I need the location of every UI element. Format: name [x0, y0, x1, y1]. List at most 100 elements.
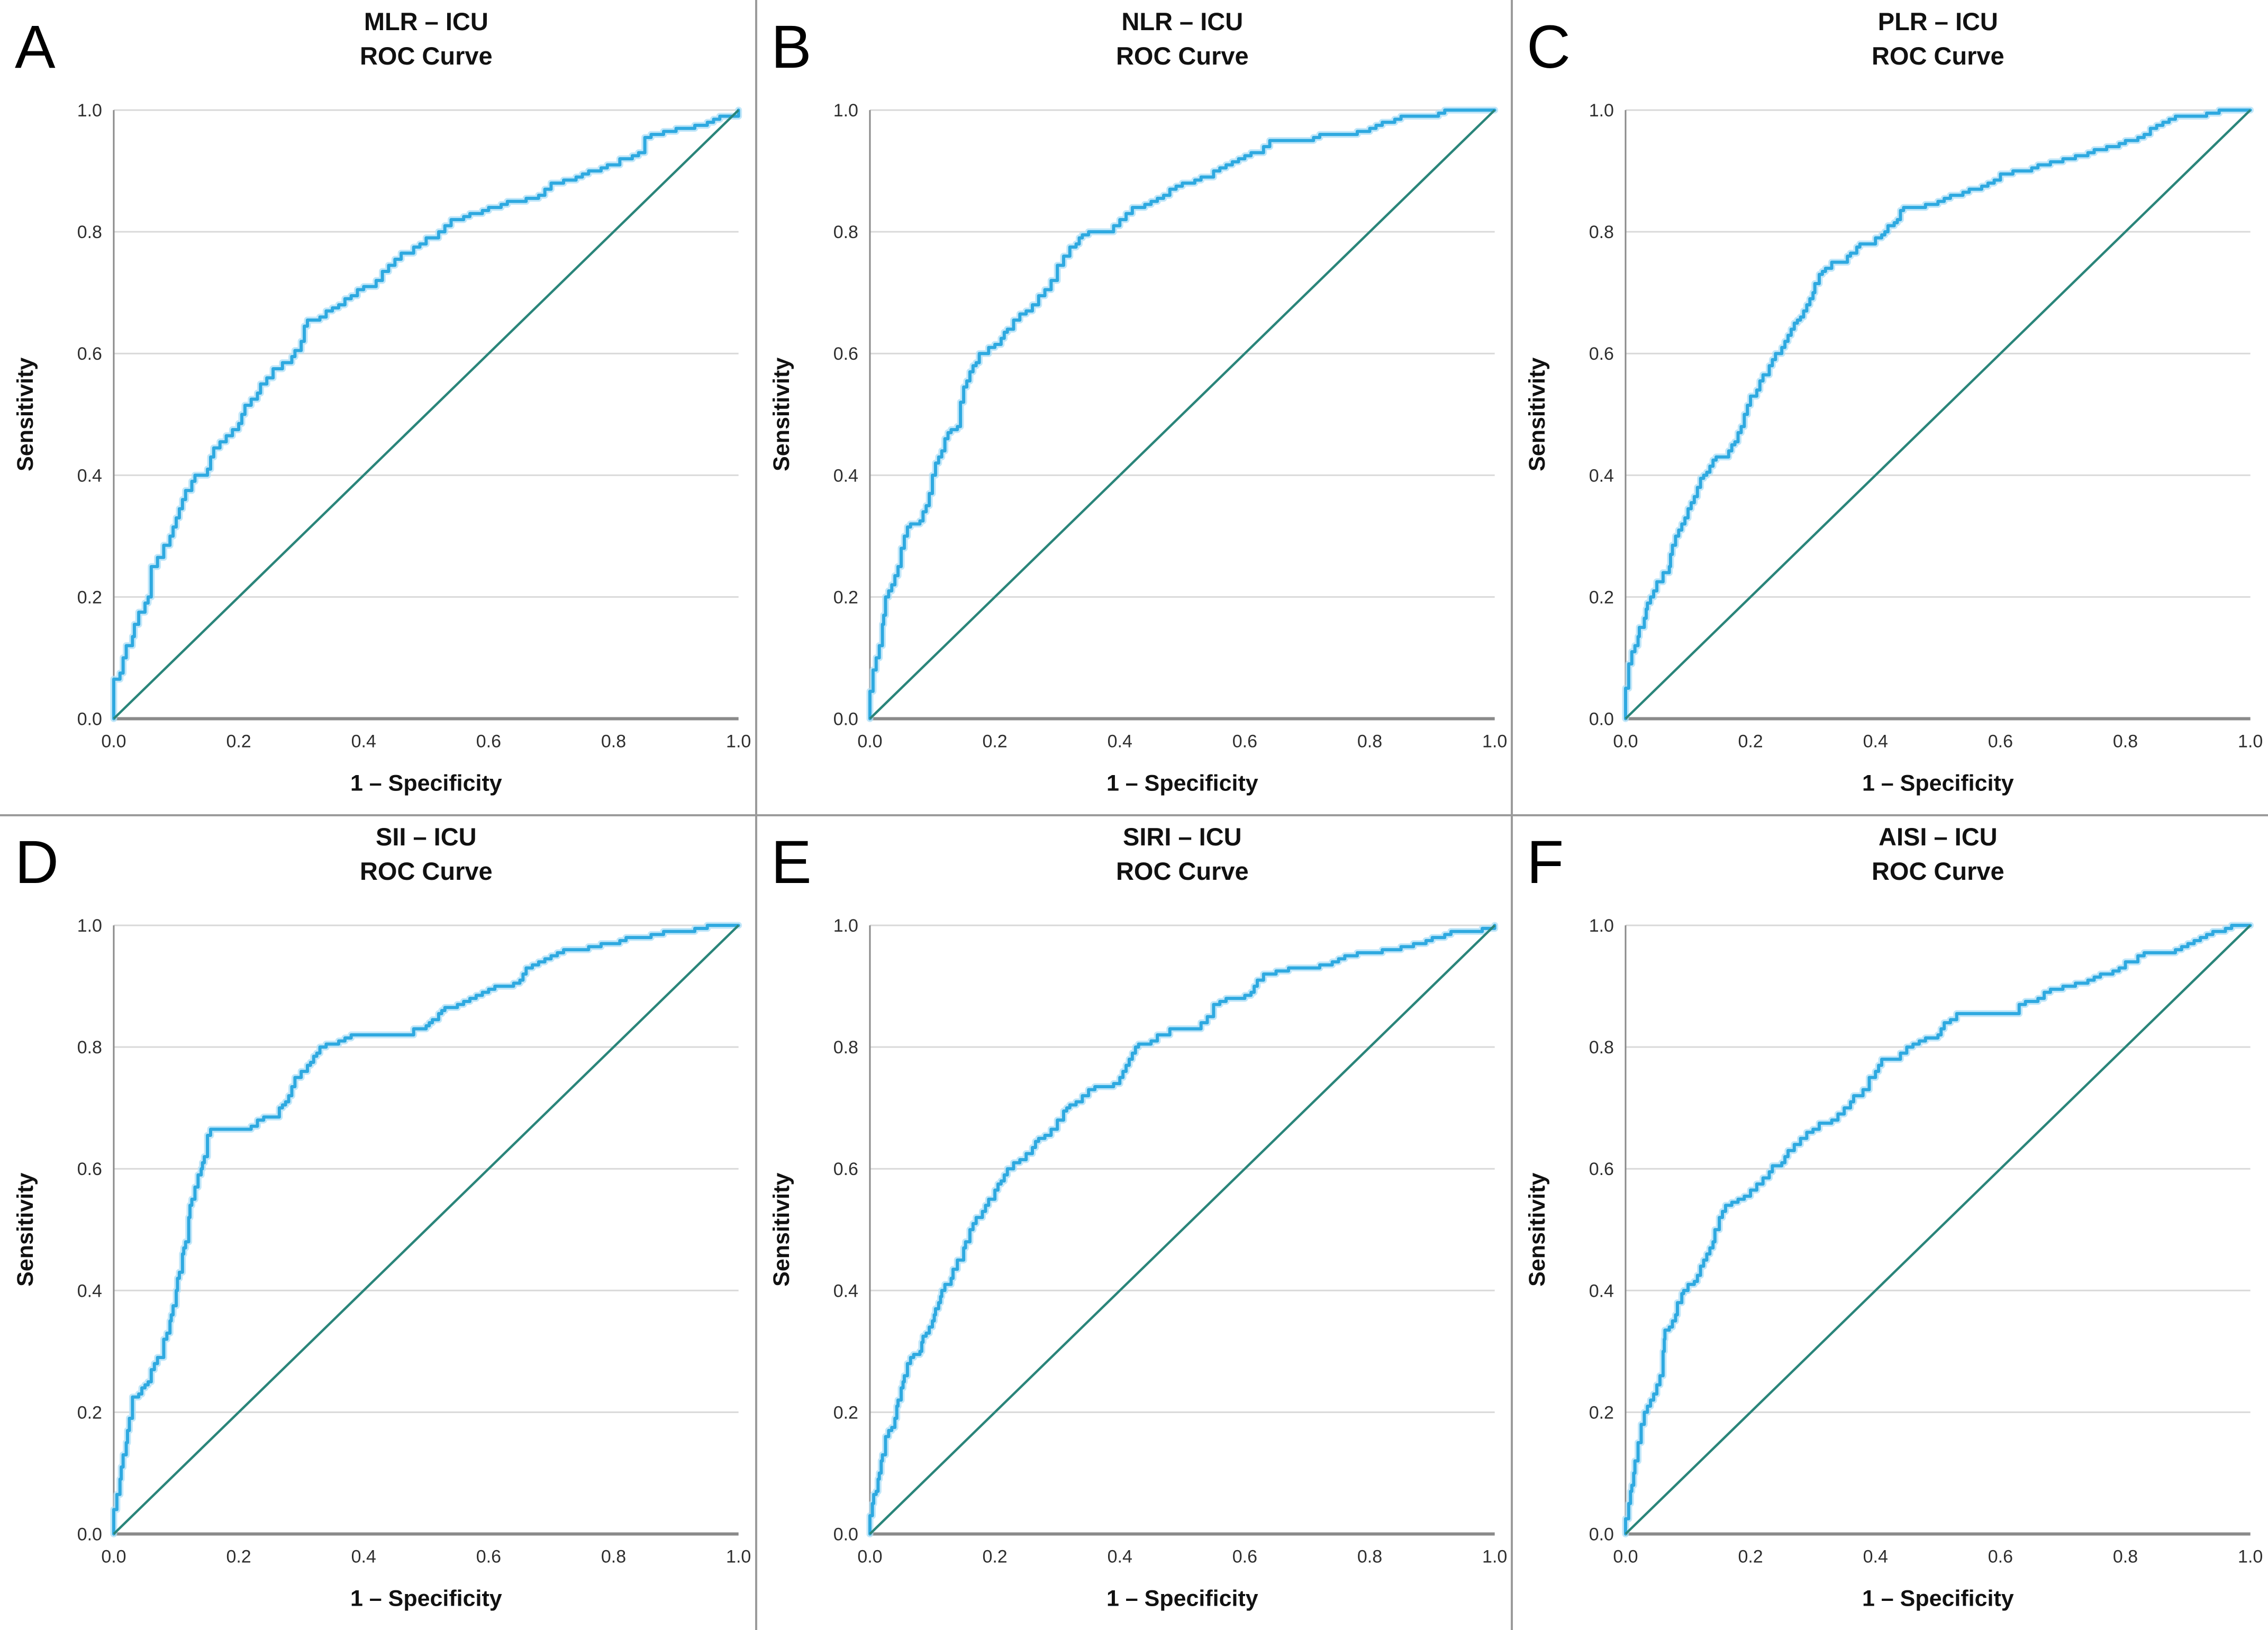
chart-subtitle: ROC Curve	[1872, 42, 2004, 70]
panel-letter: B	[771, 13, 812, 81]
y-axis-label: Sensitivity	[769, 1172, 794, 1286]
x-tick-label: 1.0	[726, 731, 751, 751]
x-tick-label: 0.4	[1107, 731, 1132, 751]
roc-panel-F: 0.0 0.2 0.4 0.6 0.8 1.0 0.0 0.2 0.4 0.6 0.8 1.0 AISI…	[1512, 815, 2268, 1630]
x-tick-label: 1.0	[2238, 1546, 2263, 1567]
x-tick-label: 0.6	[1988, 731, 2013, 751]
x-tick-label: 0.0	[1613, 731, 1638, 751]
roc-panel-B: 0.0 0.2 0.4 0.6 0.8 1.0 0.0 0.2 0.4 0.6 0.8 1.0 NLR …	[756, 0, 1512, 815]
y-tick-label: 0.8	[77, 1037, 102, 1058]
roc-plot: 0.0 0.2 0.4 0.6 0.8 1.0 0.0 0.2 0.4 0.6 0.8 1.0 MLR …	[13, 7, 751, 796]
reference-line	[869, 924, 1495, 1535]
x-tick-label: 0.4	[1107, 1546, 1132, 1567]
y-axis-label: Sensitivity	[13, 358, 38, 471]
y-axis-label: Sensitivity	[13, 1172, 38, 1286]
x-tick-label: 0.8	[601, 731, 626, 751]
panel-letter: F	[1527, 828, 1564, 896]
y-tick-label: 0.6	[833, 1159, 858, 1179]
x-tick-label: 0.4	[1863, 731, 1888, 751]
x-tick-label: 0.6	[1232, 1546, 1257, 1567]
roc-curve	[1624, 108, 2252, 721]
reference-line	[1625, 109, 2252, 720]
roc-panel-E: 0.0 0.2 0.4 0.6 0.8 1.0 0.0 0.2 0.4 0.6 0.8 1.0 SIRI…	[756, 815, 1512, 1630]
chart-title: MLR – ICU	[364, 7, 488, 35]
x-tick-label: 0.2	[1738, 731, 1763, 751]
x-tick-label: 0.2	[1738, 1546, 1763, 1567]
y-tick-label: 0.8	[77, 222, 102, 242]
y-tick-label: 0.6	[77, 1159, 102, 1179]
y-tick-label: 0.6	[1589, 344, 1614, 364]
x-axis-label: 1 – Specificity	[1106, 770, 1258, 796]
y-tick-label: 0.4	[77, 466, 102, 486]
chart-title: SIRI – ICU	[1123, 823, 1242, 851]
chart-subtitle: ROC Curve	[1116, 857, 1249, 885]
x-axis-label: 1 – Specificity	[350, 1586, 502, 1611]
x-axis-label: 1 – Specificity	[350, 770, 502, 796]
chart-subtitle: ROC Curve	[360, 857, 493, 885]
y-tick-label: 1.0	[833, 916, 858, 936]
x-tick-label: 0.8	[1357, 731, 1382, 751]
panel-letter: C	[1527, 13, 1571, 81]
x-tick-label: 0.4	[351, 731, 376, 751]
y-tick-label: 1.0	[1589, 101, 1614, 121]
y-tick-label: 0.0	[77, 1524, 102, 1544]
x-tick-label: 0.6	[476, 731, 501, 751]
y-tick-label: 1.0	[77, 101, 102, 121]
roc-plot: 0.0 0.2 0.4 0.6 0.8 1.0 0.0 0.2 0.4 0.6 0.8 1.0 PLR …	[1525, 7, 2263, 796]
x-tick-label: 0.6	[476, 1546, 501, 1567]
y-tick-label: 0.4	[1589, 1281, 1614, 1301]
roc-curve	[868, 108, 1496, 721]
y-tick-label: 0.6	[77, 344, 102, 364]
chart-subtitle: ROC Curve	[1116, 42, 1249, 70]
y-tick-label: 0.2	[1589, 1403, 1614, 1423]
x-tick-label: 0.0	[101, 1546, 126, 1567]
y-tick-label: 0.2	[1589, 587, 1614, 607]
y-tick-label: 0.4	[833, 1281, 858, 1301]
roc-panel-A: 0.0 0.2 0.4 0.6 0.8 1.0 0.0 0.2 0.4 0.6 0.8 1.0 MLR …	[0, 0, 756, 815]
y-tick-label: 0.8	[833, 1037, 858, 1058]
x-axis-label: 1 – Specificity	[1862, 770, 2014, 796]
roc-curve	[868, 923, 1496, 1535]
roc-panel-D: 0.0 0.2 0.4 0.6 0.8 1.0 0.0 0.2 0.4 0.6 0.8 1.0 SII …	[0, 815, 756, 1630]
y-tick-label: 0.2	[77, 1403, 102, 1423]
x-tick-label: 1.0	[2238, 731, 2263, 751]
x-tick-label: 0.2	[226, 1546, 251, 1567]
chart-title: AISI – ICU	[1879, 823, 1998, 851]
x-tick-label: 0.8	[601, 1546, 626, 1567]
x-tick-label: 0.6	[1232, 731, 1257, 751]
x-tick-label: 0.4	[1863, 1546, 1888, 1567]
x-tick-label: 0.8	[1357, 1546, 1382, 1567]
reference-line	[1625, 924, 2252, 1535]
roc-curve	[112, 108, 740, 721]
x-tick-label: 0.0	[101, 731, 126, 751]
roc-curve	[1624, 923, 2252, 1535]
chart-subtitle: ROC Curve	[1872, 857, 2004, 885]
roc-plot: 0.0 0.2 0.4 0.6 0.8 1.0 0.0 0.2 0.4 0.6 0.8 1.0 SII …	[13, 823, 751, 1611]
roc-plot: 0.0 0.2 0.4 0.6 0.8 1.0 0.0 0.2 0.4 0.6 0.8 1.0 AISI…	[1525, 823, 2263, 1611]
x-tick-label: 0.4	[351, 1546, 376, 1567]
y-axis-label: Sensitivity	[1525, 1172, 1550, 1286]
y-axis-label: Sensitivity	[1525, 358, 1550, 471]
y-tick-label: 0.0	[833, 1524, 858, 1544]
y-tick-label: 0.2	[77, 587, 102, 607]
y-tick-label: 1.0	[833, 101, 858, 121]
x-tick-label: 0.0	[857, 731, 882, 751]
y-tick-label: 1.0	[1589, 916, 1614, 936]
x-tick-label: 0.2	[226, 731, 251, 751]
x-tick-label: 0.6	[1988, 1546, 2013, 1567]
x-tick-label: 0.0	[857, 1546, 882, 1567]
panel-letter: D	[15, 828, 59, 896]
reference-line	[113, 109, 740, 720]
y-axis-label: Sensitivity	[769, 358, 794, 471]
y-tick-label: 0.4	[833, 466, 858, 486]
x-tick-label: 1.0	[726, 1546, 751, 1567]
chart-title: SII – ICU	[376, 823, 477, 851]
y-tick-label: 0.8	[833, 222, 858, 242]
x-tick-label: 0.0	[1613, 1546, 1638, 1567]
reference-line	[113, 924, 740, 1535]
reference-line	[869, 109, 1495, 720]
y-tick-label: 0.8	[1589, 1037, 1614, 1058]
y-tick-label: 0.0	[1589, 1524, 1614, 1544]
panel-letter: A	[15, 13, 56, 81]
